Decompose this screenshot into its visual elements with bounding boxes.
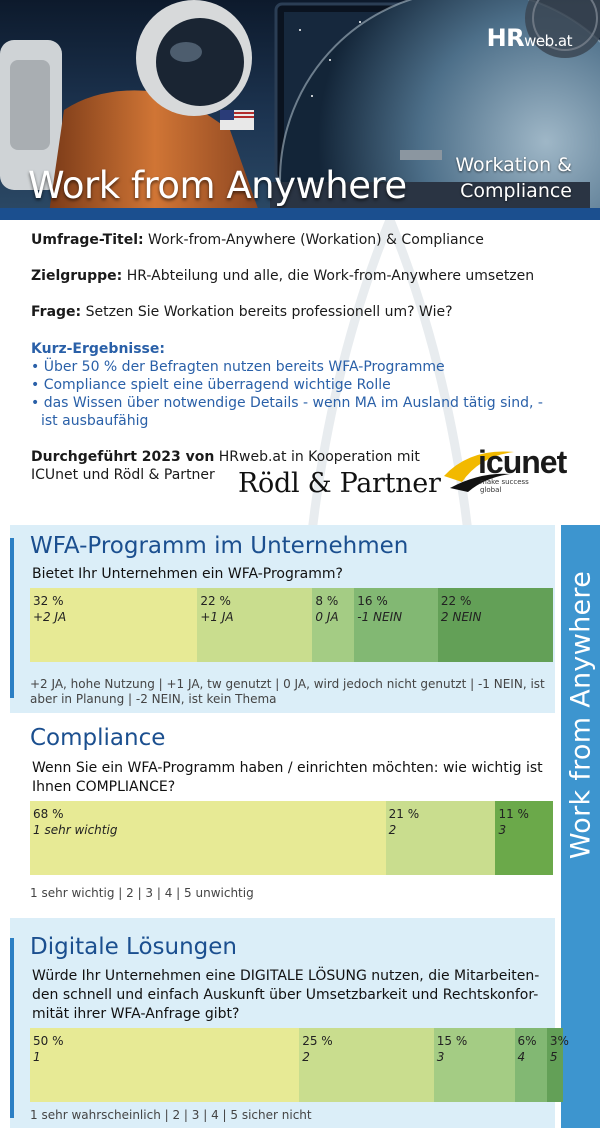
bar-category-label: 4 <box>517 1050 526 1064</box>
bar-segment: 16 % -1 NEIN <box>354 588 438 662</box>
survey-title-value: Work-from-Anywhere (Workation) & Complia… <box>143 232 484 248</box>
header-banner: HRweb.at Work from Anywhere Workation & … <box>0 0 600 220</box>
bar-segment: 50 % 1 <box>30 1028 300 1102</box>
bar-value-label: 8 % <box>315 594 339 608</box>
bar-category-label: 2 <box>388 823 397 837</box>
bar-category-label: +2 JA <box>33 610 67 624</box>
partner-icunet-logo: icunet make success global <box>440 442 580 506</box>
brand-name: HR <box>486 24 525 52</box>
section-legend: 1 sehr wahrscheinlich | 2 | 3 | 4 | 5 si… <box>30 1108 312 1122</box>
banner-subtitle-line1: Workation & <box>455 154 572 176</box>
bar-category-label: 3 <box>436 1050 445 1064</box>
bar-segment: 32 % +2 JA <box>30 588 198 662</box>
side-label-text: Work from Anywhere <box>565 570 596 860</box>
bar-category-label: 1 <box>33 1050 41 1064</box>
section-legend: 1 sehr wichtig | 2 | 3 | 4 | 5 unwichtig <box>30 886 254 900</box>
icunet-swoosh-icon <box>444 451 514 492</box>
bar-segment: 6% 4 <box>514 1028 547 1102</box>
banner-bottom-bar <box>0 208 600 220</box>
bar-category-label: 0 JA <box>315 610 339 624</box>
bar-category-label: 1 sehr wichtig <box>33 823 118 837</box>
results-item: • das Wissen über notwendige Details - w… <box>31 395 543 429</box>
question-value: Setzen Sie Workation bereits professione… <box>81 304 453 320</box>
section-question: Würde Ihr Unternehmen eine DIGITALE LÖSU… <box>32 968 540 1022</box>
brand-logo: HRweb.at <box>486 24 573 52</box>
icunet-tagline-2: global <box>480 486 502 494</box>
bar-value-label: 3% <box>549 1034 569 1048</box>
section-wfa-program: WFA-Programm im Unternehmen Bietet Ihr U… <box>10 525 555 713</box>
target-group: Zielgruppe: HR-Abteilung und alle, die W… <box>31 267 576 286</box>
bar-value-label: 25 % <box>302 1034 333 1048</box>
section-compliance: Compliance Wenn Sie ein WFA-Programm hab… <box>10 713 555 918</box>
icunet-wordmark: icunet <box>478 444 567 480</box>
section-digital-solutions: Digitale Lösungen Würde Ihr Unternehmen … <box>10 918 569 1128</box>
conducted-by-label: Durchgeführt 2023 von <box>31 449 215 465</box>
bar-segment: 3% 5 <box>546 1028 569 1102</box>
bar-segment: 22 % +1 JA <box>197 588 313 662</box>
bar-segment: 21 % 2 <box>385 801 496 875</box>
bar-value-label: 22 % <box>440 594 472 608</box>
section-title: Digitale Lösungen <box>30 934 237 960</box>
bar-category-label: +1 JA <box>200 610 234 624</box>
target-group-label: Zielgruppe: <box>31 268 123 284</box>
bar-segment: 8 % 0 JA <box>312 588 355 662</box>
bar-segment: 68 % 1 sehr wichtig <box>30 801 386 875</box>
banner-title: Work from Anywhere <box>28 164 407 207</box>
partner-roedl-logo: Rödl & Partner <box>238 468 441 499</box>
results-item: • Über 50 % der Befragten nutzen bereits… <box>31 359 445 375</box>
side-strip <box>561 525 600 1128</box>
bar-segment: 11 % 3 <box>495 801 553 875</box>
banner-subtitle: Workation & Compliance <box>455 152 572 204</box>
bar-category-label: 5 <box>549 1050 558 1064</box>
bar-value-label: 22 % <box>200 594 231 608</box>
bar-value-label: 15 % <box>436 1034 468 1048</box>
bar-value-label: 6% <box>517 1034 537 1048</box>
astronaut-illustration <box>0 0 600 220</box>
bar-category-label: -1 NEIN <box>357 610 403 624</box>
brand-suffix: web.at <box>524 32 572 50</box>
bar-value-label: 21 % <box>388 807 420 821</box>
question: Frage: Setzen Sie Workation bereits prof… <box>31 303 576 322</box>
accent-line <box>10 538 14 698</box>
section-legend: +2 JA, hohe Nutzung | +1 JA, tw genutzt … <box>30 677 545 706</box>
section-title: Compliance <box>30 725 166 751</box>
survey-title-label: Umfrage-Titel: <box>31 232 144 248</box>
bar-category-label: 2 <box>302 1050 310 1064</box>
bar-segment: 15 % 3 <box>433 1028 515 1102</box>
survey-title: Umfrage-Titel: Work-from-Anywhere (Worka… <box>31 231 576 250</box>
accent-line <box>10 938 14 1118</box>
section-title: WFA-Programm im Unternehmen <box>30 533 409 559</box>
side-label: Work from Anywhere <box>561 525 600 905</box>
target-group-value: HR-Abteilung und alle, die Work-from-Any… <box>122 268 535 284</box>
section-question: Wenn Sie ein WFA-Programm haben / einric… <box>32 760 543 795</box>
bar-value-label: 50 % <box>33 1034 64 1048</box>
bar-category-label: 3 <box>498 823 507 837</box>
bar-value-label: 68 % <box>33 807 64 821</box>
banner-subtitle-line2: Compliance <box>460 180 572 202</box>
bar-value-label: 11 % <box>498 807 529 821</box>
bar-segment: 25 % 2 <box>299 1028 434 1102</box>
bar-value-label: 16 % <box>357 594 388 608</box>
section-question: Bietet Ihr Unternehmen ein WFA-Programm? <box>32 566 343 582</box>
results-heading: Kurz-Ergebnisse: <box>31 341 165 357</box>
conducted-by-value: HRweb.at in Kooperation mit ICUnet und R… <box>31 449 420 483</box>
results-list: • Über 50 % der Befragten nutzen bereits… <box>31 358 551 430</box>
results-item: • Compliance spielt eine überragend wich… <box>31 377 391 393</box>
bar-segment: 22 % 2 NEIN <box>437 588 553 662</box>
bar-category-label: 2 NEIN <box>440 610 482 624</box>
icunet-tagline-1: make success <box>480 478 529 486</box>
question-label: Frage: <box>31 304 82 320</box>
stacked-bar-wfa: 32 % +2 JA 22 % +1 JA 8 % 0 JA 16 % -1 NEIN 22 %… <box>30 588 553 662</box>
stacked-bar-compliance: 68 % 1 sehr wichtig 21 % 2 11 % 3 <box>30 801 553 875</box>
bar-value-label: 32 % <box>33 594 64 608</box>
stacked-bar-digital: 50 % 1 25 % 2 15 % 3 6% 4 3% 5 <box>30 1028 569 1102</box>
conducted-by: Durchgeführt 2023 von HRweb.at in Kooper… <box>31 448 421 484</box>
